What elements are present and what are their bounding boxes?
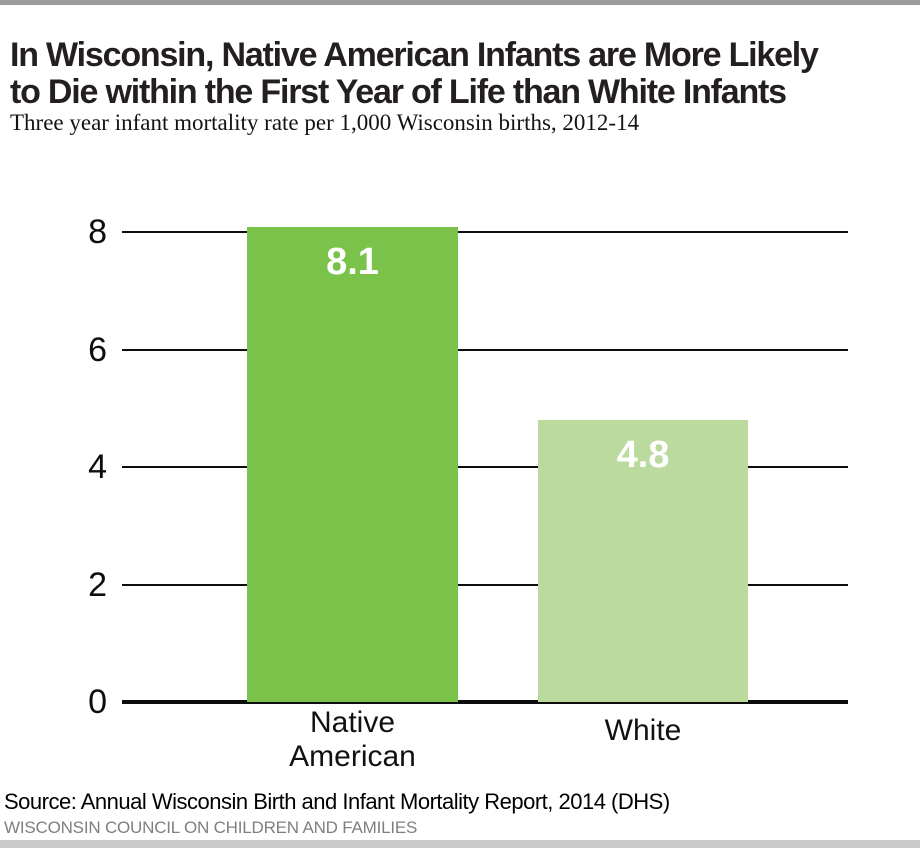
bottom-divider (0, 840, 920, 848)
chart-title-line2: to Die within the First Year of Life tha… (10, 72, 787, 111)
y-tick-label: 8 (88, 213, 107, 252)
y-tick-label: 0 (88, 683, 107, 721)
category-label: Native American (289, 706, 416, 773)
bar-value-label: 8.1 (326, 241, 379, 283)
bar-white: 4.8 (538, 420, 748, 702)
top-divider (0, 0, 920, 5)
x-axis-line (122, 700, 848, 704)
category-label: White (604, 714, 682, 747)
gridline (122, 231, 848, 234)
chart-title-line1: In Wisconsin, Native American Infants ar… (10, 35, 819, 74)
chart-subtitle: Three year infant mortality rate per 1,0… (10, 110, 640, 135)
source-note: Source: Annual Wisconsin Birth and Infan… (4, 789, 670, 814)
gridline (122, 466, 848, 469)
bar-native-american: 8.1 (247, 227, 458, 702)
chart-title: In Wisconsin, Native American Infants ar… (10, 35, 890, 111)
org-name: WISCONSIN COUNCIL ON CHILDREN AND FAMILI… (4, 818, 418, 837)
y-tick-label: 2 (88, 565, 107, 604)
y-tick-label: 4 (88, 448, 107, 487)
bar-value-label: 4.8 (616, 434, 670, 476)
y-tick-label: 6 (88, 330, 107, 369)
gridline (122, 583, 848, 586)
gridline (122, 348, 848, 351)
